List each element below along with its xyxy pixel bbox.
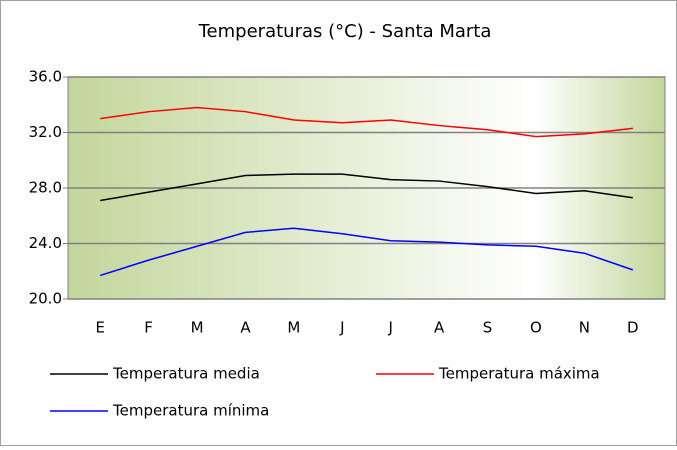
y-tick-label: 32.0 xyxy=(29,123,62,141)
x-tick-label: J xyxy=(387,319,392,337)
x-tick-label: F xyxy=(144,319,153,337)
legend-label: Temperatura mínima xyxy=(112,402,269,420)
y-tick-label: 24.0 xyxy=(29,234,62,252)
x-tick-label: E xyxy=(95,319,104,337)
series-line xyxy=(100,106,633,138)
series-line xyxy=(99,227,634,277)
legend-label: Temperatura media xyxy=(112,365,260,383)
x-tick-label: N xyxy=(579,319,590,337)
y-tick-label: 28.0 xyxy=(29,179,62,197)
x-tick-label: M xyxy=(287,319,300,337)
x-tick-label: A xyxy=(240,319,251,337)
series-line xyxy=(100,173,633,202)
y-tick-label: 20.0 xyxy=(29,290,62,308)
x-tick-label: D xyxy=(627,319,639,337)
x-tick-label: O xyxy=(530,319,542,337)
y-tick-label: 36.0 xyxy=(29,68,62,86)
x-tick-label: J xyxy=(339,319,344,337)
chart-title: Temperaturas (°C) - Santa Marta xyxy=(198,21,492,42)
x-tick-label: S xyxy=(483,319,493,337)
legend-label: Temperatura máxima xyxy=(438,365,600,383)
x-tick-label: M xyxy=(191,319,204,337)
x-tick-label: A xyxy=(434,319,445,337)
